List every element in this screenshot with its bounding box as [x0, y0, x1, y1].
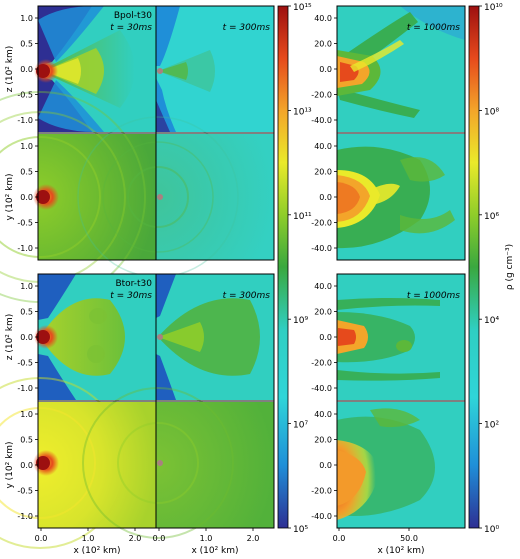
colorbar-small-tick-label: 10⁹ [293, 316, 308, 326]
panel-r4-c2 [82, 387, 274, 539]
time-label-c1: t = 30ms [110, 291, 152, 301]
tick-label-small-y: 1.0 [20, 282, 33, 291]
text-layer: Bpol-t30 t = 30ms t = 300ms t = 1000ms z (10… [5, 3, 515, 556]
tick-label-small-y: 0.5 [20, 168, 33, 177]
x-axis-label: x (10² km) [191, 546, 238, 556]
tick-label-small-y: -1.0 [17, 244, 33, 253]
tick-label-small-y: 0.0 [20, 193, 33, 202]
time-label-c1: t = 30ms [110, 23, 152, 33]
time-label-c3: t = 1000ms [407, 291, 460, 301]
panel-r3-c3 [337, 274, 465, 400]
colorbar-small [277, 5, 289, 529]
tick-label-small-y: -1.0 [17, 512, 33, 521]
tick-label-large-y: 0.0 [319, 333, 332, 342]
row-4 [0, 377, 465, 549]
tick-label-large-y: 20.0 [314, 40, 332, 49]
colorbar-small-tick-label: 10¹⁵ [293, 3, 312, 13]
tick-label-large-y: -20.0 [311, 359, 332, 368]
tick-label-small-y: 0.0 [20, 65, 33, 74]
panel-r2-c1 [0, 91, 156, 303]
tick-label-small-y: 0.0 [20, 333, 33, 342]
tick-label-small-y: 0.5 [20, 308, 33, 317]
tick-label-small-y: 0.0 [20, 461, 33, 470]
x-axis-label: x (10² km) [377, 546, 424, 556]
colorbar-large-tick-label: 10⁰ [484, 525, 499, 535]
tick-label-large-y: 40.0 [314, 142, 332, 151]
colorbar-large [468, 5, 480, 529]
panel-r2-c2 [77, 116, 274, 278]
tick-label-large-x: 0.0 [333, 534, 346, 543]
tick-label-small-y: -1.0 [17, 116, 33, 125]
tick-label-small-y: -0.5 [17, 487, 33, 496]
tick-label-large-y: 40.0 [314, 410, 332, 419]
y-axis-label: y (10² km) [5, 173, 15, 220]
row-2 [0, 91, 465, 303]
colorbar-large-tick-label: 10⁶ [484, 212, 499, 222]
tick-label-large-y: 0.0 [319, 65, 332, 74]
y-axis-label: z (10² km) [5, 314, 15, 361]
time-label-c2: t = 300ms [223, 23, 271, 33]
colorbar-large-tick-label: 10¹⁰ [484, 3, 503, 13]
colorbar-large-tick-label: 10⁸ [484, 107, 499, 117]
tick-label-small-y: 0.5 [20, 436, 33, 445]
tick-label-small-y: -0.5 [17, 91, 33, 100]
colorbar-large-tick-label: 10² [484, 421, 499, 431]
tick-label-small-x: 1.0 [200, 534, 213, 543]
tick-label-large-y: 20.0 [314, 308, 332, 317]
colorbar-small-tick-label: 10⁷ [293, 421, 308, 431]
tick-label-large-x: 50.0 [400, 534, 418, 543]
tick-label-small-y: 0.5 [20, 40, 33, 49]
model-label: Bpol-t30 [114, 11, 152, 21]
tick-label-large-y: 0.0 [319, 461, 332, 470]
panel-r4-c1 [0, 377, 156, 549]
tick-label-large-y: -20.0 [311, 91, 332, 100]
tick-label-small-y: -1.0 [17, 384, 33, 393]
tick-label-large-y: -40.0 [311, 512, 332, 521]
tick-label-large-y: 40.0 [314, 282, 332, 291]
colorbar-small-tick-label: 10¹¹ [293, 212, 312, 222]
tick-label-small-y: -0.5 [17, 359, 33, 368]
colorbar-large-label: ρ (g cm⁻³) [505, 244, 515, 290]
tick-label-large-y: 20.0 [314, 168, 332, 177]
tick-label-small-x: 0.0 [35, 534, 48, 543]
tick-label-large-y: -20.0 [311, 487, 332, 496]
panel-r2-c3 [337, 134, 465, 260]
tick-label-small-y: 1.0 [20, 142, 33, 151]
panel-r1-c3 [337, 6, 465, 132]
tick-label-small-x: 0.0 [153, 534, 166, 543]
model-label: Btor-t30 [115, 279, 152, 289]
panel-r1-c1 [34, 6, 156, 132]
y-axis-label: y (10² km) [5, 441, 15, 488]
tick-label-small-y: 1.0 [20, 410, 33, 419]
panel-r1-c2 [156, 6, 274, 132]
tick-label-large-y: 40.0 [314, 14, 332, 23]
tick-label-large-y: 20.0 [314, 436, 332, 445]
colorbar-large-tick-label: 10⁴ [484, 316, 499, 326]
row-3 [34, 274, 465, 400]
time-label-c3: t = 1000ms [407, 23, 460, 33]
colorbar-small-tick-label: 10⁵ [293, 525, 308, 535]
tick-label-large-y: -40.0 [311, 244, 332, 253]
tick-label-large-y: -20.0 [311, 219, 332, 228]
tick-label-small-y: -0.5 [17, 219, 33, 228]
tick-label-small-x: 2.0 [129, 534, 142, 543]
panel-r3-c2 [156, 274, 274, 400]
tick-label-large-y: -40.0 [311, 384, 332, 393]
tick-label-small-x: 2.0 [247, 534, 260, 543]
panel-r4-c3 [337, 402, 465, 528]
tick-label-small-x: 1.0 [82, 534, 95, 543]
tick-label-large-y: -40.0 [311, 116, 332, 125]
tick-label-small-y: 1.0 [20, 14, 33, 23]
y-axis-label: z (10² km) [5, 46, 15, 93]
x-axis-label: x (10² km) [73, 546, 120, 556]
tick-label-large-y: 0.0 [319, 193, 332, 202]
colorbar-small-tick-label: 10¹³ [293, 107, 312, 117]
time-label-c2: t = 300ms [223, 291, 271, 301]
row-1 [34, 6, 465, 132]
